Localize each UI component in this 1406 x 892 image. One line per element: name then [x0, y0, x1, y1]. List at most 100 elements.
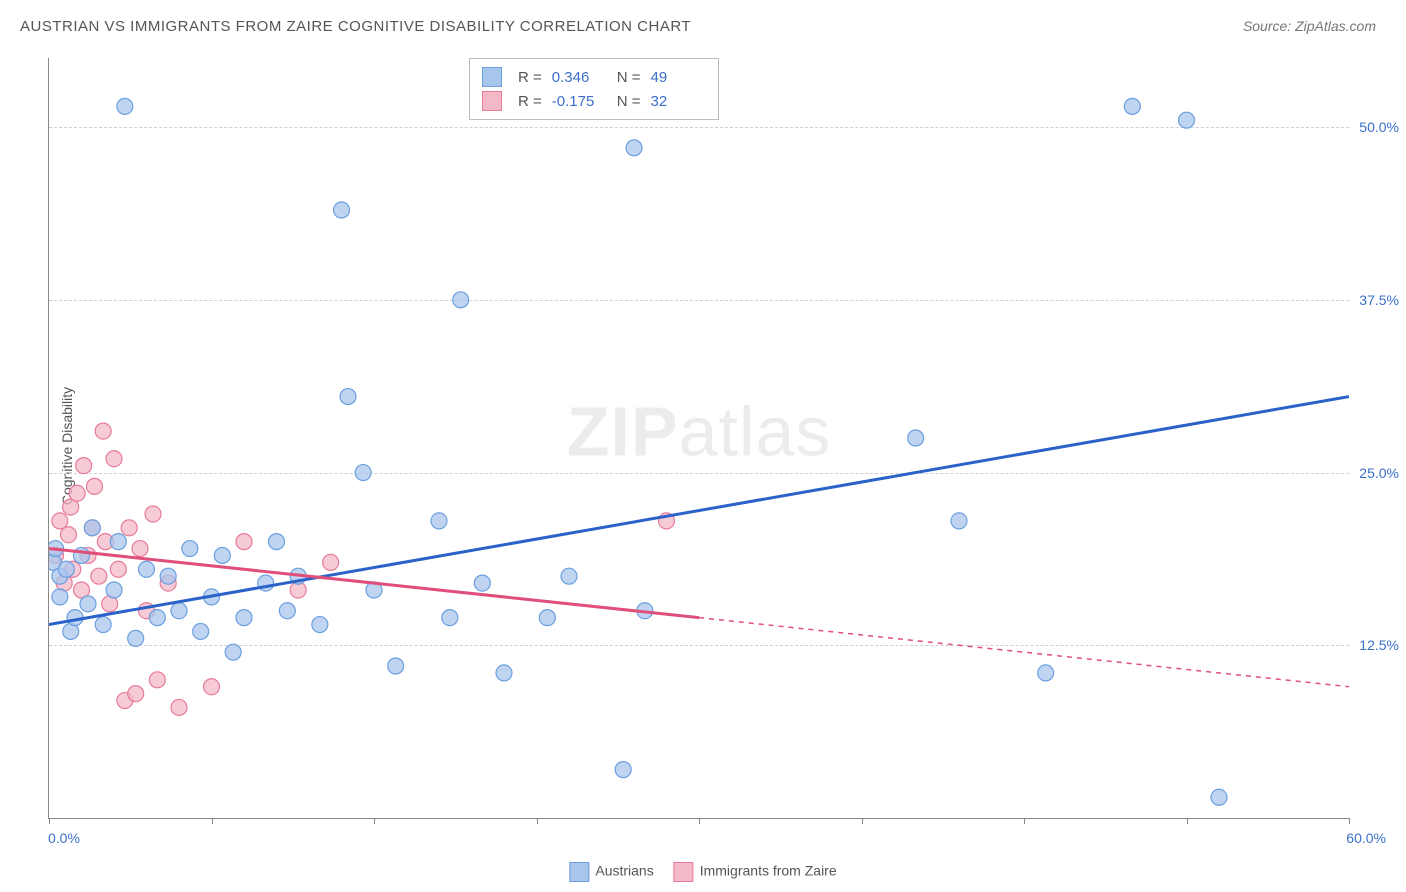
data-point [139, 561, 155, 577]
data-point [431, 513, 447, 529]
data-point [132, 541, 148, 557]
data-point [52, 513, 68, 529]
data-point [95, 617, 111, 633]
data-point [128, 686, 144, 702]
r-label: R = [518, 93, 542, 110]
data-point [1179, 112, 1195, 128]
data-point [442, 610, 458, 626]
trend-line-dashed [699, 618, 1349, 687]
trend-line-solid [49, 397, 1349, 625]
stats-row-austrians: R = 0.346 N = 49 [482, 65, 706, 89]
legend-item-austrians: Austrians [569, 862, 653, 882]
data-point [279, 603, 295, 619]
chart-title: AUSTRIAN VS IMMIGRANTS FROM ZAIRE COGNIT… [20, 18, 691, 35]
data-point [87, 478, 103, 494]
stats-row-zaire: R = -0.175 N = 32 [482, 89, 706, 113]
data-point [145, 506, 161, 522]
data-point [110, 534, 126, 550]
data-point [84, 520, 100, 536]
data-point [171, 699, 187, 715]
data-point [388, 658, 404, 674]
r-label: R = [518, 69, 542, 86]
x-axis-max-label: 60.0% [1346, 830, 1386, 846]
legend-label: Austrians [595, 863, 653, 879]
data-point [121, 520, 137, 536]
data-point [355, 465, 371, 481]
x-tick [1024, 818, 1025, 824]
data-point [334, 202, 350, 218]
legend-swatch-zaire [674, 862, 694, 882]
x-tick [537, 818, 538, 824]
data-point [214, 547, 230, 563]
x-axis-min-label: 0.0% [48, 830, 80, 846]
n-value: 32 [651, 93, 706, 110]
data-point [52, 589, 68, 605]
data-point [117, 98, 133, 114]
x-tick [699, 818, 700, 824]
source-attribution: Source: ZipAtlas.com [1243, 18, 1376, 34]
data-point [91, 568, 107, 584]
x-tick [862, 818, 863, 824]
data-point [225, 644, 241, 660]
data-point [106, 582, 122, 598]
bottom-legend: Austrians Immigrants from Zaire [569, 862, 836, 882]
data-point [58, 561, 74, 577]
data-point [80, 596, 96, 612]
data-point [61, 527, 77, 543]
data-point [236, 610, 252, 626]
data-point [236, 534, 252, 550]
x-tick [374, 818, 375, 824]
n-value: 49 [651, 69, 706, 86]
data-point [204, 679, 220, 695]
chart-svg [49, 58, 1349, 818]
x-tick [49, 818, 50, 824]
data-point [340, 389, 356, 405]
swatch-austrians [482, 67, 502, 87]
data-point [171, 603, 187, 619]
data-point [496, 665, 512, 681]
data-point [76, 458, 92, 474]
data-point [106, 451, 122, 467]
r-value: 0.346 [552, 69, 607, 86]
data-point [128, 630, 144, 646]
n-label: N = [617, 93, 641, 110]
data-point [160, 568, 176, 584]
data-point [182, 541, 198, 557]
y-tick-label: 12.5% [1359, 637, 1399, 653]
data-point [1038, 665, 1054, 681]
y-tick-label: 50.0% [1359, 119, 1399, 135]
legend-swatch-austrians [569, 862, 589, 882]
data-point [149, 672, 165, 688]
data-point [69, 485, 85, 501]
y-tick-label: 37.5% [1359, 292, 1399, 308]
data-point [149, 610, 165, 626]
correlation-stats-box: R = 0.346 N = 49 R = -0.175 N = 32 [469, 58, 719, 120]
data-point [1124, 98, 1140, 114]
data-point [95, 423, 111, 439]
data-point [453, 292, 469, 308]
plot-area: ZIPatlas R = 0.346 N = 49 R = -0.175 N =… [48, 58, 1349, 819]
data-point [110, 561, 126, 577]
data-point [1211, 789, 1227, 805]
swatch-zaire [482, 91, 502, 111]
data-point [74, 547, 90, 563]
r-value: -0.175 [552, 93, 607, 110]
legend-label: Immigrants from Zaire [700, 863, 837, 879]
x-tick [1349, 818, 1350, 824]
n-label: N = [617, 69, 641, 86]
data-point [951, 513, 967, 529]
data-point [908, 430, 924, 446]
x-tick [1187, 818, 1188, 824]
x-tick [212, 818, 213, 824]
y-tick-label: 25.0% [1359, 465, 1399, 481]
legend-item-zaire: Immigrants from Zaire [674, 862, 837, 882]
data-point [615, 762, 631, 778]
data-point [323, 554, 339, 570]
data-point [626, 140, 642, 156]
data-point [269, 534, 285, 550]
data-point [312, 617, 328, 633]
data-point [193, 623, 209, 639]
data-point [474, 575, 490, 591]
data-point [561, 568, 577, 584]
data-point [539, 610, 555, 626]
